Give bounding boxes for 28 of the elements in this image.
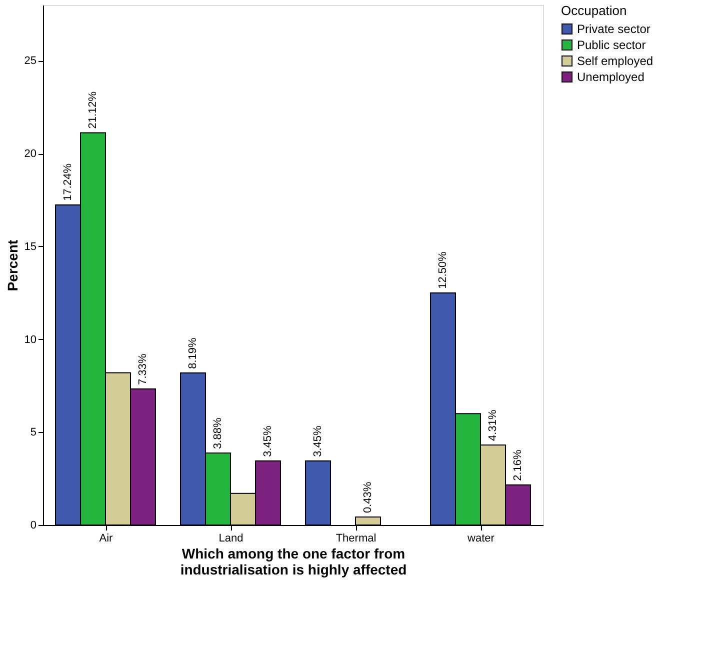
data-label: 7.33% <box>137 353 149 385</box>
data-label: 12.50% <box>437 251 449 289</box>
x-axis-title: Which among the one factor from industrialisation is highly affected <box>180 546 407 578</box>
y-tick-label: 25 <box>24 55 36 68</box>
data-label: 3.45% <box>312 426 324 457</box>
y-tick-label: 5 <box>30 426 36 439</box>
data-label: 0.43% <box>362 482 374 514</box>
y-tick-label: 10 <box>24 334 36 346</box>
x-tick-label: Land <box>218 532 244 544</box>
y-tick-label: 15 <box>24 240 36 253</box>
data-label: 3.45% <box>262 426 274 457</box>
y-tick-label: 0 <box>30 520 36 532</box>
data-label: 17.24% <box>62 163 74 201</box>
legend-label: Unemployed <box>577 70 644 84</box>
x-tick-label: Thermal <box>336 532 376 544</box>
legend-label: Private sector <box>577 22 650 36</box>
data-label: 3.88% <box>212 418 224 449</box>
legend-label: Public sector <box>577 38 646 52</box>
data-label: 8.19% <box>187 337 199 369</box>
y-axis-title: Percent <box>4 239 20 292</box>
x-tick-label: water <box>466 532 495 544</box>
data-label: 4.31% <box>487 410 499 441</box>
x-tick-label: Air <box>99 532 114 544</box>
y-tick-label: 20 <box>24 148 36 160</box>
legend-title: Occupation <box>561 3 627 18</box>
data-label: 21.12% <box>87 91 99 129</box>
legend-label: Self employed <box>577 54 654 68</box>
data-label: 2.16% <box>512 449 524 481</box>
